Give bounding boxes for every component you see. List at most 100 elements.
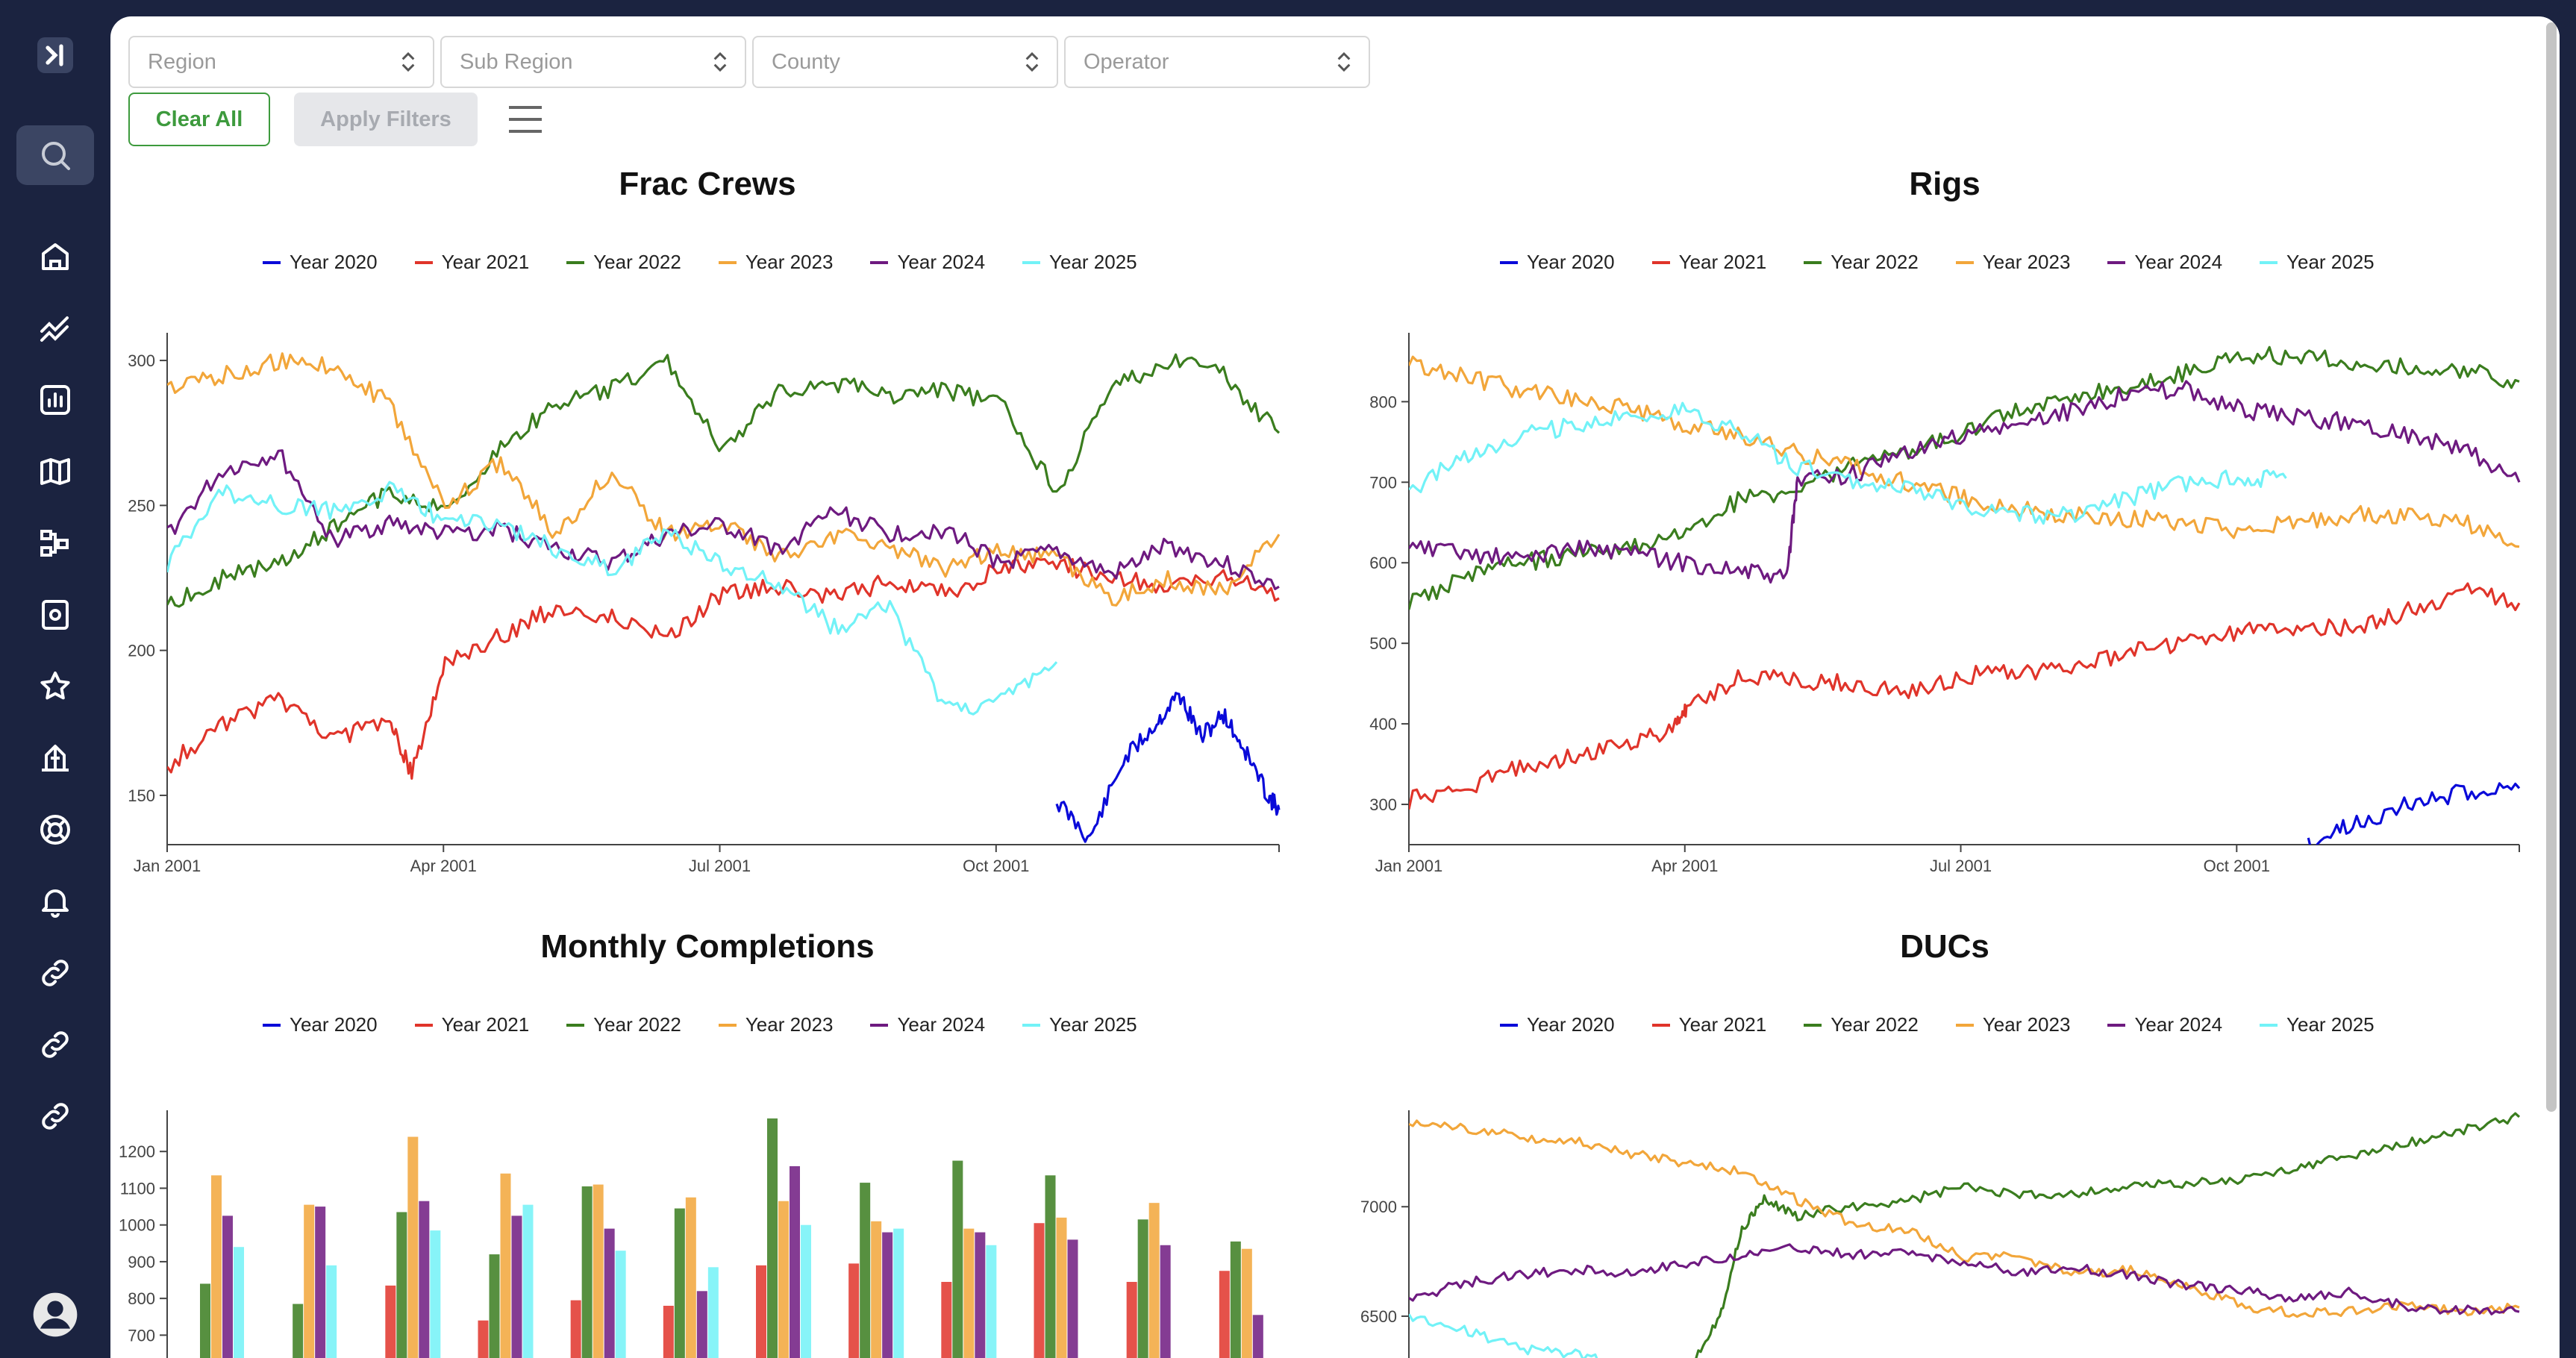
legend-swatch — [2260, 260, 2278, 264]
sidebar-item-network[interactable] — [16, 513, 94, 573]
sidebar-item-documents[interactable] — [16, 585, 94, 645]
bar-year-2023 — [593, 1184, 604, 1358]
bell-icon — [42, 889, 69, 918]
legend-item[interactable]: Year 2020 — [1500, 1013, 1615, 1036]
legend-item[interactable]: Year 2021 — [414, 1013, 529, 1036]
legend-item[interactable]: Year 2024 — [870, 251, 985, 274]
bar-chart-icon — [40, 385, 70, 415]
legend-swatch — [2260, 1023, 2278, 1027]
legend-item[interactable]: Year 2023 — [1955, 1013, 2070, 1036]
legend-swatch — [718, 260, 737, 264]
y-tick-label: 200 — [128, 642, 155, 660]
bar-year-2021 — [663, 1306, 674, 1358]
sidebar-item-support[interactable] — [16, 800, 94, 860]
legend-item[interactable]: Year 2025 — [1022, 251, 1137, 274]
legend-item[interactable]: Year 2025 — [2260, 251, 2375, 274]
legend-item[interactable]: Year 2020 — [1500, 251, 1615, 274]
ducs-chart[interactable]: 6500 7000 — [1348, 1083, 2560, 1358]
legend-item[interactable]: Year 2020 — [263, 1013, 378, 1036]
legend-item[interactable]: Year 2025 — [1022, 1013, 1137, 1036]
legend-item[interactable]: Year 2022 — [1804, 1013, 1919, 1036]
home-icon — [42, 243, 69, 270]
region-select[interactable]: Region — [128, 36, 434, 88]
bar-year-2022 — [396, 1212, 407, 1358]
bar-year-2023 — [778, 1201, 789, 1358]
rig-icon — [42, 745, 69, 772]
plot-area — [1409, 1112, 2521, 1358]
bar-year-2025 — [234, 1247, 244, 1358]
legend-swatch — [2107, 1023, 2126, 1027]
bar-year-2024 — [1160, 1245, 1171, 1358]
operator-select[interactable]: Operator — [1064, 36, 1370, 88]
chart-title-monthly-completions: Monthly Completions — [540, 928, 875, 965]
bar-year-2025 — [522, 1204, 534, 1358]
bar-year-2021 — [941, 1282, 952, 1358]
search-button[interactable] — [16, 125, 94, 185]
scrollbar[interactable] — [2543, 16, 2560, 1358]
x-tick-label: Jul 2001 — [1930, 857, 1992, 875]
y-tick-label: 6500 — [1360, 1307, 1397, 1326]
legend-item[interactable]: Year 2022 — [566, 1013, 681, 1036]
sidebar-item-trends[interactable] — [16, 298, 94, 358]
sidebar-item-charts[interactable] — [16, 370, 94, 430]
legend-label: Year 2020 — [290, 1013, 378, 1036]
legend-item[interactable]: Year 2022 — [1804, 251, 1919, 274]
legend-item[interactable]: Year 2021 — [1651, 1013, 1766, 1036]
legend-item[interactable]: Year 2020 — [263, 251, 378, 274]
scrollbar-thumb[interactable] — [2546, 22, 2557, 1112]
bar-year-2021 — [848, 1263, 860, 1358]
sidebar-item-map[interactable] — [16, 442, 94, 501]
select-arrows-icon — [713, 51, 727, 72]
bar-year-2022 — [200, 1283, 210, 1358]
sidebar-item-favorites[interactable] — [16, 657, 94, 716]
bar-year-2024 — [790, 1165, 800, 1358]
chart-title-ducs: DUCs — [1900, 928, 1989, 965]
bar-year-2022 — [489, 1254, 500, 1358]
county-select[interactable]: County — [752, 36, 1058, 88]
bar-year-2023 — [871, 1221, 882, 1358]
legend-item[interactable]: Year 2024 — [870, 1013, 985, 1036]
bar-year-2022 — [1045, 1175, 1056, 1358]
user-avatar-button[interactable] — [16, 1285, 94, 1345]
sidebar-toggle-button[interactable] — [16, 24, 94, 87]
bar-year-2025 — [430, 1230, 441, 1358]
frac-crews-chart[interactable]: 150 200 250 300 Jan 2001 Apr 2001 Jul 2001 Oct … — [110, 322, 1334, 904]
monthly-completions-chart[interactable]: 800 900 1000 1100 1200 700 — [110, 1083, 1334, 1358]
legend-item[interactable]: Year 2023 — [718, 1013, 833, 1036]
legend-item[interactable]: Year 2023 — [718, 251, 833, 274]
expand-sidebar-icon — [37, 37, 73, 73]
legend-label: Year 2022 — [1831, 1013, 1919, 1036]
rigs-chart[interactable]: 300 400 500 600 700 800 Jan 2001 Apr 2001 Jul 20… — [1348, 322, 2560, 904]
bar-year-2021 — [1034, 1223, 1045, 1358]
x-tick-label: Apr 2001 — [410, 857, 477, 875]
sub-region-select[interactable]: Sub Region — [440, 36, 746, 88]
sidebar — [0, 0, 110, 1358]
y-tick-label: 1000 — [119, 1216, 155, 1235]
sidebar-item-link-1[interactable] — [16, 943, 94, 1003]
legend-swatch — [1804, 1023, 1822, 1027]
bar-year-2024 — [604, 1228, 615, 1358]
bar-year-2022 — [293, 1304, 304, 1358]
y-tick-label: 700 — [128, 1326, 155, 1345]
legend-item[interactable]: Year 2023 — [1955, 251, 2070, 274]
sidebar-item-link-3[interactable] — [16, 1086, 94, 1146]
legend-item[interactable]: Year 2021 — [414, 251, 529, 274]
sidebar-item-notifications[interactable] — [16, 872, 94, 931]
clear-all-button[interactable]: Clear All — [128, 93, 270, 146]
legend-item[interactable]: Year 2021 — [1651, 251, 1766, 274]
sidebar-item-rigs[interactable] — [16, 728, 94, 788]
bar-year-2023 — [500, 1173, 511, 1358]
y-tick-label: 800 — [128, 1289, 155, 1308]
x-tick-label: Jan 2001 — [134, 857, 201, 875]
apply-filters-button[interactable]: Apply Filters — [294, 93, 478, 146]
y-tick-label: 900 — [128, 1253, 155, 1271]
legend-rigs: Year 2020 Year 2021 Year 2022 Year 2023 … — [1500, 251, 2412, 274]
legend-swatch — [1022, 1023, 1041, 1027]
legend-item[interactable]: Year 2024 — [2107, 251, 2222, 274]
legend-item[interactable]: Year 2024 — [2107, 1013, 2222, 1036]
legend-item[interactable]: Year 2025 — [2260, 1013, 2375, 1036]
hamburger-menu-icon[interactable] — [506, 100, 545, 139]
sidebar-item-link-2[interactable] — [16, 1015, 94, 1074]
sidebar-item-home[interactable] — [16, 227, 94, 287]
legend-item[interactable]: Year 2022 — [566, 251, 681, 274]
